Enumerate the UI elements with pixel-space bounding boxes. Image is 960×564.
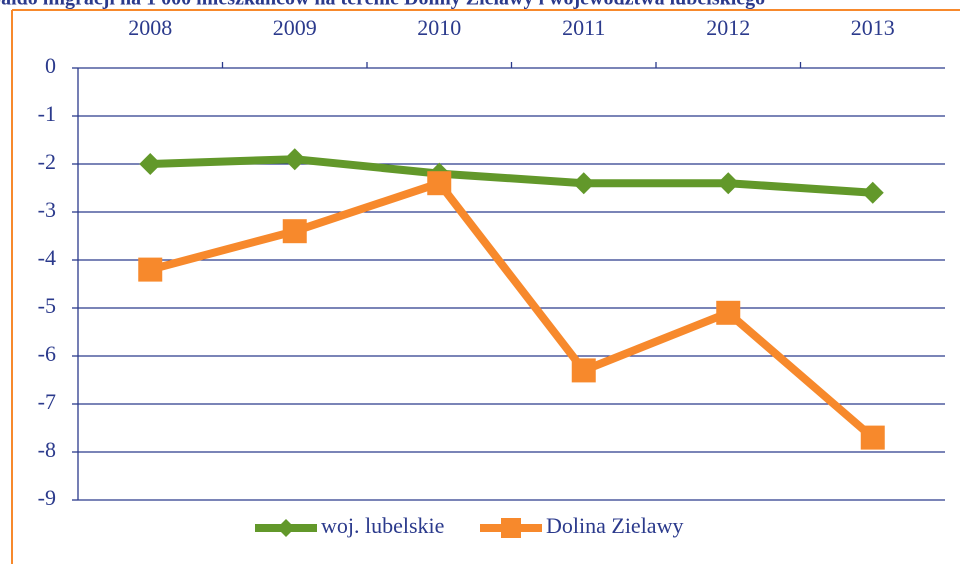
x-tick-label: 2011 [562,15,605,40]
legend-label: Dolina Zielawy [546,513,683,538]
marker [139,153,162,175]
y-tick-label: -6 [38,341,56,366]
marker [716,300,741,325]
x-tick-label: 2012 [706,15,750,40]
legend-label: woj. lubelskie [321,513,444,538]
chart-title: Saldo migracji na 1 000 mieszkańców na t… [0,0,765,10]
marker [138,257,163,282]
marker [717,172,740,195]
marker [277,519,295,537]
series-line [150,155,874,197]
series-line [149,179,876,441]
marker [501,518,521,538]
y-tick-label: 0 [45,53,56,78]
x-tick-label: 2010 [417,15,461,40]
x-tick-label: 2009 [273,15,317,40]
y-tick-label: -3 [38,197,56,222]
marker [571,358,596,383]
y-tick-label: -8 [38,437,56,462]
marker [282,219,307,244]
y-tick-label: -1 [38,101,56,126]
marker [861,181,884,204]
marker [572,172,595,195]
y-tick-label: -2 [38,149,56,174]
y-tick-label: -7 [38,389,56,414]
x-tick-label: 2013 [851,15,895,40]
y-tick-label: -9 [38,485,56,510]
marker [427,171,452,196]
marker [860,425,885,450]
y-tick-label: -4 [38,245,56,270]
marker [283,148,306,171]
x-tick-label: 2008 [128,15,172,40]
y-tick-label: -5 [38,293,56,318]
